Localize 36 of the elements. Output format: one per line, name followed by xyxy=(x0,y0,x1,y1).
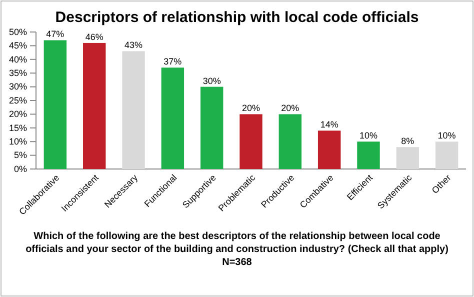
bar xyxy=(240,114,262,169)
y-tick-label: 45% xyxy=(8,40,27,51)
y-tick-label: 35% xyxy=(8,68,27,78)
y-tick-label: 0% xyxy=(14,164,27,174)
data-label: 8% xyxy=(401,136,414,146)
data-label: 20% xyxy=(281,103,300,114)
text: N=368 xyxy=(221,256,253,269)
y-tick-label: 20% xyxy=(8,109,27,120)
y-tick-label: 25% xyxy=(8,95,27,106)
y-tick-label: 40% xyxy=(8,54,27,64)
y-tick-label: 30% xyxy=(8,82,27,92)
data-label: 30% xyxy=(202,76,221,86)
data-label: 14% xyxy=(320,120,338,130)
data-label: 10% xyxy=(438,130,456,141)
bar xyxy=(44,40,67,169)
y-tick-label: 10% xyxy=(8,136,27,146)
bar xyxy=(161,68,184,169)
bar xyxy=(82,42,106,169)
data-label: 20% xyxy=(242,103,260,114)
y-tick-label: 5% xyxy=(14,150,27,160)
data-label: 46% xyxy=(85,32,104,42)
data-label: 47% xyxy=(46,29,64,40)
y-tick-label: 50% xyxy=(8,26,27,37)
bar xyxy=(435,142,458,169)
chart-title: Descriptors of relationship with local code officials xyxy=(55,9,419,26)
bar xyxy=(278,114,302,169)
bar xyxy=(357,142,380,169)
y-tick-label: 15% xyxy=(8,122,27,133)
bar xyxy=(318,130,341,169)
data-label: 37% xyxy=(164,56,182,67)
data-label: 10% xyxy=(359,130,378,141)
bar xyxy=(200,86,224,169)
text: Which of the following are the best descriptors of the relationship between local code officials and your sector of the building and construction industry? (Check all that apply) xyxy=(24,230,450,256)
bar xyxy=(122,51,145,169)
bar xyxy=(396,147,420,169)
data-label: 43% xyxy=(124,40,143,50)
